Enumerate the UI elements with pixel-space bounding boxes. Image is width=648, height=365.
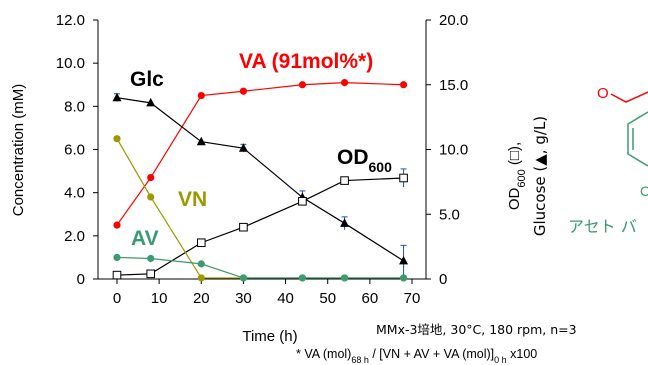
y-tick-label: 2.0 — [64, 228, 85, 245]
y-tick-label: 0 — [77, 271, 85, 288]
data-point — [112, 270, 122, 280]
plot-area: 0 2.0 4.0 6.0 8.0 10.0 12.0 0 5.0 10.0 15.0 20.0 0 10… — [56, 12, 468, 307]
data-point — [399, 81, 408, 89]
x-tick-label: 70 — [404, 290, 421, 307]
x-tick-label: 10 — [151, 290, 168, 307]
data-point — [239, 222, 248, 232]
atom-fragment: C — [640, 183, 648, 199]
data-point — [113, 135, 121, 143]
x-axis-label: Time (h) — [242, 328, 297, 345]
data-point — [238, 143, 248, 152]
data-point — [239, 87, 248, 95]
series-line-2 — [116, 177, 404, 276]
data-point — [196, 136, 206, 146]
data-point — [197, 260, 205, 268]
y-tick-label: 12.0 — [56, 12, 85, 29]
data-point — [298, 81, 307, 89]
molecule-structure: O C — [597, 85, 648, 199]
data-point — [197, 91, 205, 100]
data-point — [147, 173, 155, 182]
data-point — [147, 193, 155, 201]
data-point — [147, 254, 155, 263]
y2-tick-label: 20.0 — [439, 12, 468, 29]
y2-tick-label: 0 — [439, 271, 447, 288]
data-point — [399, 255, 409, 265]
oxygen-atom-label: O — [597, 85, 609, 102]
data-point — [340, 78, 349, 87]
legend-va: VA (91mol%*) — [239, 50, 373, 73]
x-tick-label: 50 — [319, 290, 336, 307]
data-point — [340, 176, 349, 185]
x-tick-label: 60 — [362, 290, 379, 307]
y-tick-label: 10.0 — [56, 55, 85, 72]
y2-tick-label: 10.0 — [439, 142, 468, 159]
conditions-note: MMx-3培地, 30°C, 180 rpm, n=3 — [376, 322, 577, 337]
data-point — [112, 92, 122, 102]
bond-line — [610, 91, 648, 103]
footnote: * VA (mol)68 h / [VN + AV + VA (mol)]0 h… — [296, 347, 537, 365]
molecule-caption: アセト バ — [568, 217, 637, 236]
y-tick-label: 8.0 — [64, 98, 85, 115]
legend-od600: OD600 — [337, 146, 392, 175]
ring-bonds — [627, 111, 648, 167]
data-point — [298, 197, 307, 206]
legend-vn: VN — [178, 188, 207, 211]
data-point — [340, 274, 349, 282]
data-point — [399, 274, 408, 282]
y-tick-label: 4.0 — [64, 185, 85, 202]
y2-tick-label: 5.0 — [439, 206, 460, 223]
y2-axis-label-line1: OD600 (□), — [506, 142, 528, 210]
data-point — [146, 97, 156, 107]
data-point — [239, 274, 248, 282]
x-tick-label: 20 — [193, 290, 210, 307]
data-point — [298, 274, 307, 282]
legend-glc: Glc — [130, 68, 164, 91]
x-tick-label: 30 — [235, 290, 252, 307]
legend-av: AV — [131, 227, 159, 250]
x-tick-label: 40 — [277, 290, 294, 307]
data-point — [340, 218, 350, 227]
data-point — [196, 238, 206, 248]
data-point — [399, 173, 408, 183]
data-point — [113, 221, 121, 229]
data-point — [113, 253, 121, 262]
data-point — [197, 274, 205, 282]
y-axis-label: Concentration (mM) — [10, 84, 27, 217]
y-tick-label: 6.0 — [64, 142, 85, 159]
y2-tick-label: 15.0 — [439, 77, 468, 94]
x-tick-label: 0 — [113, 290, 121, 307]
data-point — [146, 269, 156, 279]
y2-axis-label-line2: Glucose (▲, g/L) — [531, 116, 549, 236]
